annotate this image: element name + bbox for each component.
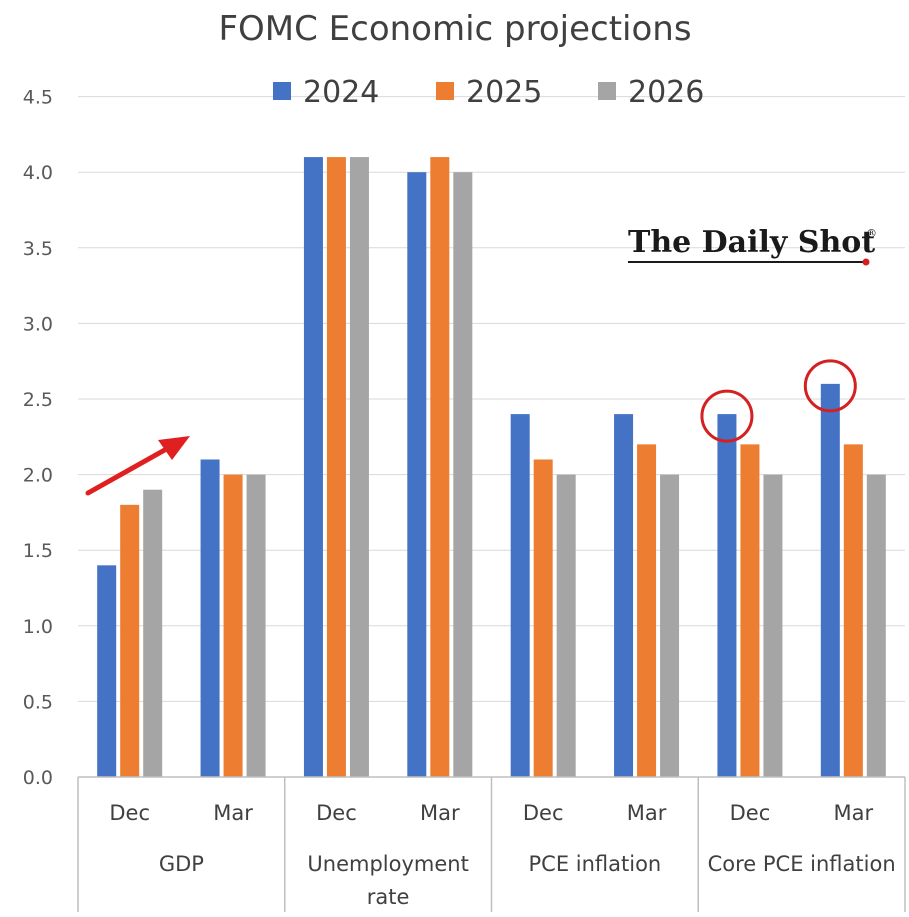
bar [510,414,530,777]
bar [740,444,760,777]
x-tick-label: Dec [730,801,771,825]
x-group-label: Unemployment [307,852,468,876]
x-tick-label: Mar [627,801,667,825]
bar [556,474,576,777]
y-tick-label: 4.0 [23,162,53,184]
y-tick-label: 2.5 [23,389,53,411]
x-tick-label: Mar [834,801,874,825]
bar [453,172,473,777]
brand-logo: The Daily Shot ® [628,225,877,266]
bar [843,444,863,777]
bar [820,383,840,777]
x-group-label: GDP [159,852,204,876]
bar [143,489,163,777]
brand-dot [862,258,870,266]
bar [407,172,427,777]
y-tick-label: 1.5 [23,540,53,562]
y-tick-label: 0.0 [23,767,53,789]
brand-text: The Daily Shot [628,225,875,260]
y-tick-label: 4.5 [23,87,53,109]
bar [660,474,680,777]
highlight-circle [700,389,754,443]
bar [637,444,657,777]
x-axis: Dec Mar GDP Dec Mar Unemployment rate Dec Mar PCE… [77,776,906,912]
legend-swatch [598,82,616,100]
legend-label: 2025 [466,75,542,110]
bar [97,565,117,777]
annotations [85,359,857,496]
trend-arrow-line [85,444,173,496]
bar [200,459,220,777]
x-group-label: Core PCE inflation [708,852,896,876]
bar [349,157,369,777]
trend-arrow-head [158,436,190,460]
bar [717,414,737,777]
legend-swatch [273,82,291,100]
legend-label: 2024 [303,75,379,110]
bar [303,157,323,777]
highlight-circle [803,359,857,413]
y-tick-label: 1.0 [23,616,53,638]
bar [533,459,553,777]
legend-swatch [436,82,454,100]
bar [430,157,450,777]
bar [866,474,886,777]
bar [223,474,243,777]
bar [246,474,266,777]
bars [97,157,886,777]
bar [326,157,346,777]
y-tick-label: 0.5 [23,691,53,713]
y-tick-label: 2.0 [23,465,53,487]
chart-title: FOMC Economic projections [218,9,691,49]
bar [763,474,783,777]
x-group-label: PCE inflation [529,852,662,876]
x-tick-label: Mar [213,801,253,825]
y-axis: 0.0 0.5 1.0 1.5 2.0 2.5 3.0 3.5 4.0 4.5 [23,87,53,789]
brand-mark: ® [866,227,877,240]
y-tick-label: 3.0 [23,313,53,335]
bar [120,504,140,777]
x-tick-label: Dec [316,801,357,825]
legend-label: 2026 [628,75,704,110]
legend: 2024 2025 2026 [273,75,704,110]
y-tick-label: 3.5 [23,238,53,260]
x-tick-label: Dec [523,801,564,825]
x-tick-label: Mar [420,801,460,825]
x-group-label: rate [367,885,410,909]
bar [614,414,634,777]
x-tick-label: Dec [109,801,150,825]
